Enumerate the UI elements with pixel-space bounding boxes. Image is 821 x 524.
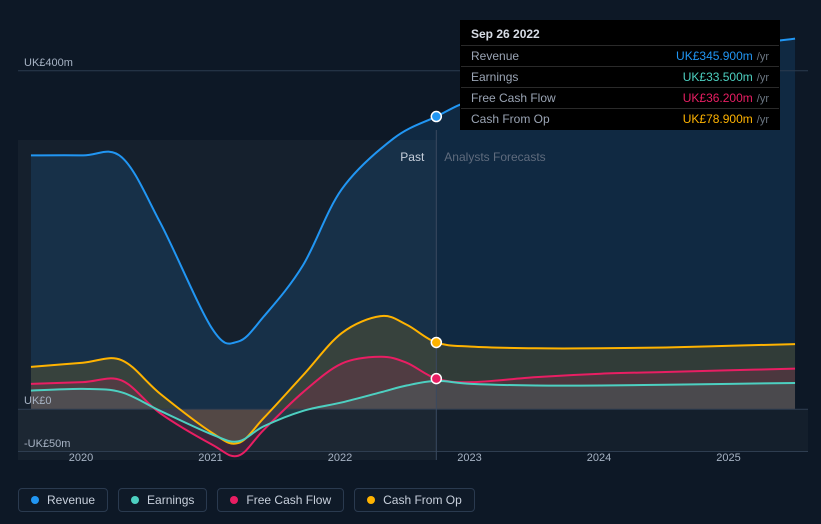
marker-revenue (431, 112, 441, 122)
tooltip-row-value: UK£78.900m (683, 112, 753, 126)
tooltip-row-label: Revenue (471, 49, 519, 63)
tooltip-row-label: Free Cash Flow (471, 91, 556, 105)
tooltip-row-unit: /yr (757, 93, 769, 105)
tooltip-row-value: UK£345.900m (676, 49, 753, 63)
marker-free_cash_flow (431, 374, 441, 384)
legend-item-cash_from_op[interactable]: Cash From Op (354, 488, 475, 512)
legend-dot (367, 496, 375, 504)
forecast-label: Analysts Forecasts (444, 150, 545, 164)
y-axis-label: -UK£50m (24, 438, 70, 450)
legend-dot (131, 496, 139, 504)
y-axis-label: UK£0 (24, 395, 52, 407)
legend-label: Cash From Op (383, 493, 462, 507)
x-axis-label: 2024 (587, 452, 611, 464)
tooltip-row: Earnings UK£33.500m/yr (461, 66, 779, 87)
x-axis-label: 2025 (716, 452, 740, 464)
legend: Revenue Earnings Free Cash Flow Cash From O… (18, 488, 475, 512)
tooltip-row-label: Cash From Op (471, 112, 550, 126)
x-axis-label: 2022 (328, 452, 352, 464)
tooltip-date: Sep 26 2022 (461, 21, 779, 45)
tooltip-row-value: UK£33.500m (683, 70, 753, 84)
legend-label: Revenue (47, 493, 95, 507)
tooltip-row-unit: /yr (757, 114, 769, 126)
tooltip-row-unit: /yr (757, 72, 769, 84)
marker-cash_from_op (431, 337, 441, 347)
x-axis-label: 2023 (457, 452, 481, 464)
past-label: Past (400, 150, 424, 164)
tooltip-row-label: Earnings (471, 70, 518, 84)
tooltip-row: Free Cash Flow UK£36.200m/yr (461, 87, 779, 108)
legend-item-revenue[interactable]: Revenue (18, 488, 108, 512)
legend-label: Earnings (147, 493, 194, 507)
x-axis-label: 2020 (69, 452, 93, 464)
legend-dot (31, 496, 39, 504)
legend-item-free_cash_flow[interactable]: Free Cash Flow (217, 488, 344, 512)
legend-label: Free Cash Flow (246, 493, 331, 507)
legend-item-earnings[interactable]: Earnings (118, 488, 207, 512)
legend-dot (230, 496, 238, 504)
tooltip-row: Cash From Op UK£78.900m/yr (461, 108, 779, 129)
financial-chart: UK£400m UK£0 -UK£50m 2020 2021 2022 2023 2024 2… (0, 0, 821, 524)
x-axis-label: 2021 (198, 452, 222, 464)
tooltip-row-value: UK£36.200m (683, 91, 753, 105)
chart-tooltip: Sep 26 2022 RevenueUK£345.900m/yrEarning… (460, 20, 780, 130)
y-axis-label: UK£400m (24, 57, 73, 69)
tooltip-row: Revenue UK£345.900m/yr (461, 45, 779, 66)
tooltip-row-unit: /yr (757, 51, 769, 63)
